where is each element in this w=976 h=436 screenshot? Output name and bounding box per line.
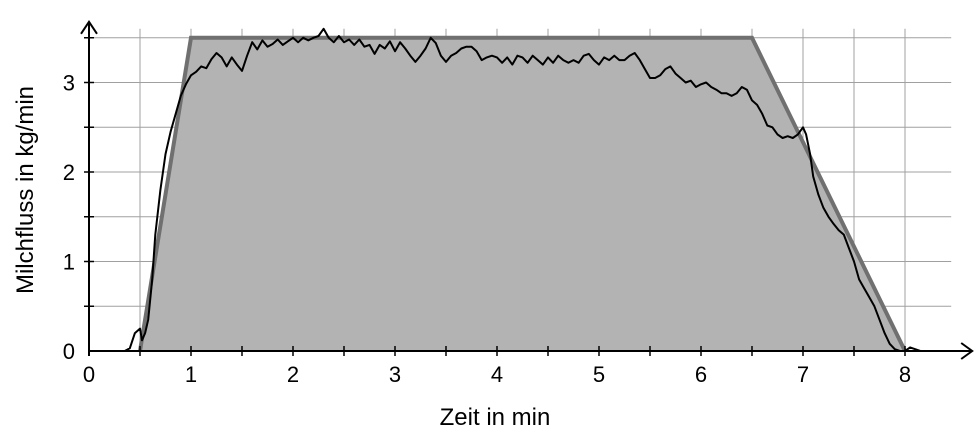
y-tick-label: 1	[63, 250, 75, 275]
x-axis-label: Zeit in min	[440, 404, 551, 431]
measured-flow-line	[124, 27, 926, 351]
x-tick-label: 4	[491, 362, 503, 387]
x-tick-label: 8	[899, 362, 911, 387]
x-tick-label: 5	[593, 362, 605, 387]
y-tick-label: 0	[63, 339, 75, 364]
x-tick-label: 1	[185, 362, 197, 387]
y-tick-labels: 0 1 2 3	[63, 71, 75, 365]
y-tick-label: 2	[63, 160, 75, 185]
axes	[80, 19, 974, 360]
measured-flow-series	[124, 27, 926, 351]
trapezoid-outline	[138, 35, 907, 352]
y-axis-arrow	[80, 19, 98, 35]
y-tick-label: 3	[63, 71, 75, 96]
y-axis-label: Milchfluss in kg/min	[12, 86, 39, 294]
x-tick-label: 0	[83, 362, 95, 387]
trapezoid-area	[140, 37, 905, 352]
x-tick-label: 6	[695, 362, 707, 387]
trapezoid-series	[138, 35, 907, 352]
x-tick-label: 7	[797, 362, 809, 387]
x-axis-arrow	[960, 342, 974, 360]
x-tick-label: 3	[389, 362, 401, 387]
x-tick-labels: 0 1 2 3 4 5 6 7 8	[83, 362, 911, 387]
x-tick-label: 2	[287, 362, 299, 387]
